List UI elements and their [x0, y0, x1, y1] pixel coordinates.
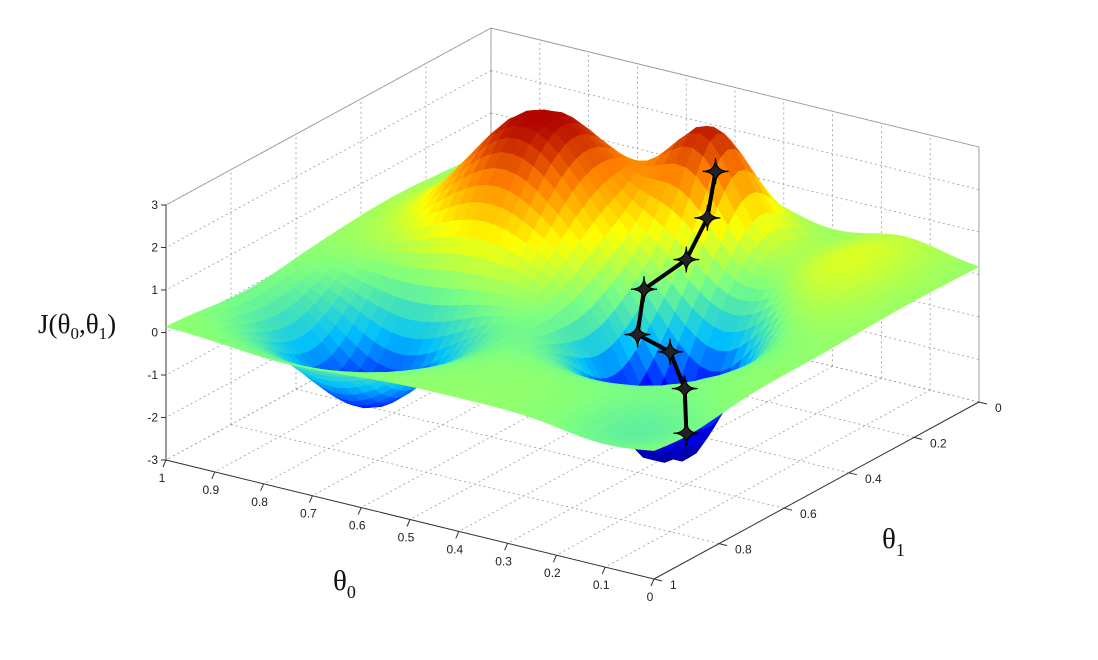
- theta0-tick-mark: [406, 519, 411, 527]
- theta0-tick-label: 0.9: [202, 483, 219, 497]
- theta0-tick-label: 0.5: [398, 531, 415, 545]
- theta0-tick-label: 0.2: [544, 566, 561, 580]
- z-tick-label: -3: [147, 453, 158, 467]
- descent-step-marker: [630, 276, 658, 303]
- theta0-tick-label: 0.1: [593, 578, 610, 592]
- z-tick-label: 1: [151, 283, 158, 297]
- theta0-tick-mark: [455, 531, 460, 539]
- theta1-tick-mark: [848, 472, 858, 476]
- theta0-tick-label: 0.6: [349, 519, 366, 533]
- theta1-tick-mark: [718, 543, 728, 547]
- theta0-tick-mark: [504, 543, 509, 551]
- theta0-tick-mark: [601, 566, 606, 575]
- theta1-tick-label: 0.4: [865, 472, 882, 486]
- descent-step-marker: [624, 321, 651, 348]
- theta0-tick-mark: [162, 459, 167, 468]
- z-tick-label: -1: [147, 368, 158, 382]
- z-tick-label: 2: [151, 241, 158, 255]
- surface-patch: [643, 446, 662, 451]
- descent-step-marker: [673, 246, 700, 273]
- grid-line: [165, 70, 492, 248]
- theta0-tick-label: 0.4: [446, 542, 463, 556]
- descent-step-marker: [671, 375, 698, 402]
- z-axis-title: J(θ0,θ1): [38, 309, 116, 343]
- descent-step-marker: [694, 204, 721, 231]
- descent-line: [635, 171, 718, 434]
- theta0-tick-label: 0: [647, 590, 654, 604]
- theta1-tick-label: 0.6: [800, 507, 817, 521]
- theta1-tick-mark: [653, 578, 663, 582]
- y-axis-title: θ1: [882, 523, 905, 560]
- grid-line: [490, 70, 980, 190]
- box-edge: [165, 27, 492, 206]
- theta0-tick-mark: [260, 483, 265, 491]
- z-tick-label: 0: [151, 326, 158, 340]
- grid-line: [295, 388, 785, 509]
- theta1-tick-label: 0: [995, 401, 1002, 415]
- grid-line: [556, 377, 882, 556]
- theta0-tick-label: 0.8: [251, 495, 268, 509]
- theta1-tick-label: 1: [670, 578, 677, 592]
- cost-surface: [165, 109, 980, 463]
- theta0-tick-mark: [211, 471, 216, 480]
- tick-labels: 3210-1-2-310.90.80.70.60.50.40.30.20.100…: [147, 198, 1002, 604]
- theta1-tick-mark: [913, 436, 923, 440]
- grid-line: [165, 112, 492, 291]
- grid-line: [605, 389, 931, 568]
- grid-line: [230, 424, 720, 544]
- z-tick-label: 3: [151, 198, 158, 212]
- x-axis-title: θ0: [333, 565, 356, 602]
- theta0-tick-label: 1: [159, 471, 166, 485]
- theta0-tick-mark: [357, 507, 362, 515]
- theta0-tick-mark: [552, 555, 557, 563]
- theta0-tick-label: 0.7: [300, 507, 317, 521]
- z-tick-label: -2: [147, 411, 158, 425]
- descent-step-marker: [702, 158, 729, 185]
- theta0-tick-mark: [308, 495, 313, 503]
- theta1-tick-label: 0.2: [930, 436, 947, 450]
- theta1-tick-mark: [783, 507, 793, 511]
- theta1-tick-label: 0.8: [735, 543, 752, 557]
- descent-step-marker: [657, 338, 684, 365]
- descent-step-marker: [673, 420, 700, 447]
- gradient-descent-path: [624, 158, 729, 447]
- theta0-tick-mark: [650, 578, 655, 587]
- box-edge: [490, 27, 980, 148]
- theta1-tick-mark: [978, 401, 988, 405]
- theta0-tick-label: 0.3: [495, 554, 512, 568]
- axis-line: [653, 401, 980, 580]
